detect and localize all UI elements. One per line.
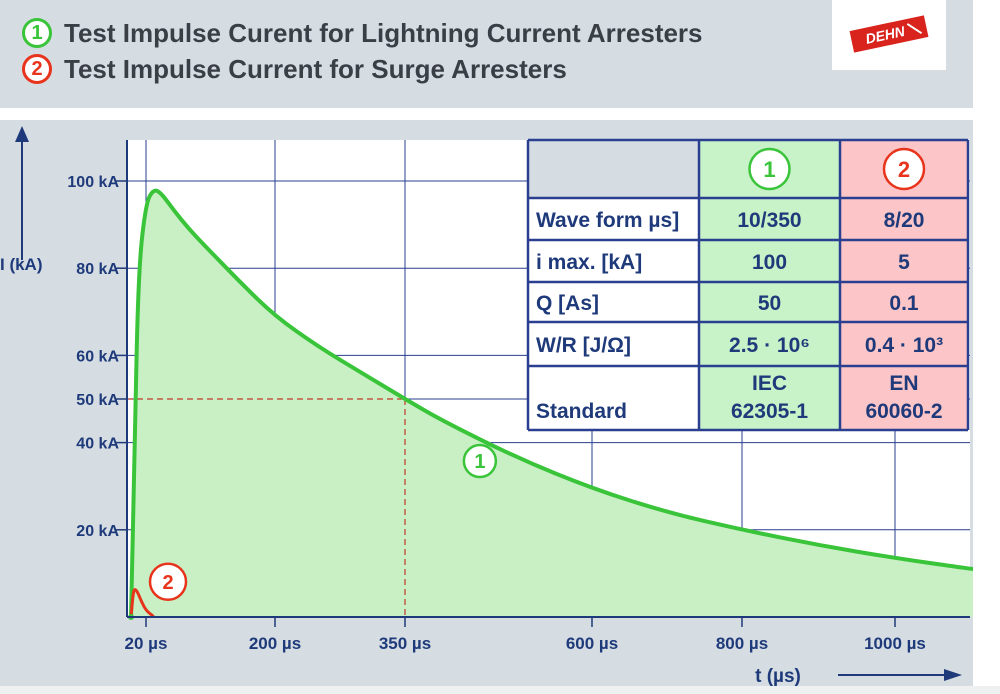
table-cell: 10/350 <box>737 209 801 232</box>
legend-item-1: 1 Test Impulse Curent for Lightning Curr… <box>22 16 703 50</box>
y-tick-label: 40 kA <box>76 436 119 453</box>
table-head-marker-1 <box>748 147 791 191</box>
legend-text-2: Test Impulse Current for Surge Arresters <box>64 53 567 84</box>
dehn-logo: DEHN <box>849 15 929 53</box>
chart: 20 kA 40 kA 50 kA 60 kA 80 kA 100 kA 20 µs 200 … <box>0 126 973 686</box>
table-row-label: W/R [J/Ω] <box>536 334 631 357</box>
series-1-marker-icon: 1 <box>22 18 52 48</box>
table-cell: 0.1 <box>889 292 919 315</box>
logo-stroke <box>906 23 923 35</box>
x-tick-label: 800 µs <box>716 634 768 653</box>
x-tick-label: 200 µs <box>249 634 301 653</box>
legend-text-1: Test Impulse Curent for Lightning Curren… <box>64 17 703 48</box>
table-head-marker-2 <box>882 147 926 191</box>
table-head-label-2: 2 <box>898 157 910 182</box>
header: 1 Test Impulse Curent for Lightning Curr… <box>0 0 973 108</box>
series-2-marker-icon: 2 <box>22 54 52 84</box>
x-tick-label: 20 µs <box>125 634 168 653</box>
logo-box: DEHN <box>832 0 946 70</box>
series-1-curve-marker <box>462 443 498 479</box>
y-tick-label: 60 kA <box>76 348 119 365</box>
bottom-strip <box>0 686 1000 694</box>
y-tick-label: 100 kA <box>67 174 119 191</box>
chart-panel: 20 kA 40 kA 50 kA 60 kA 80 kA 100 kA 20 µs 200 … <box>0 120 973 686</box>
series-2-curve-label: 2 <box>162 572 173 594</box>
table-cell: 50 <box>758 292 781 315</box>
y-arrow-head-icon <box>15 126 29 142</box>
table-row-label: i max. [kA] <box>536 251 642 274</box>
x-tick-label: 350 µs <box>379 634 431 653</box>
series-1-curve-label: 1 <box>474 451 485 473</box>
table-row-label: Standard <box>536 400 627 423</box>
y-tick-label: 50 kA <box>76 392 119 409</box>
series-1-line <box>129 188 973 619</box>
x-arrow-head-icon <box>944 669 962 681</box>
table-cell: 100 <box>752 251 787 274</box>
table-head-label-1: 1 <box>763 157 775 182</box>
table-cell: 2.5 · 10⁶ <box>729 334 810 357</box>
table-cell: 62305-1 <box>731 400 808 423</box>
table-cell: 8/20 <box>884 209 925 232</box>
table-row-label: Wave form µs] <box>536 209 679 232</box>
table-cell: IEC <box>752 372 787 395</box>
y-axis-title: I (kA) <box>0 255 43 274</box>
x-tick-label: 600 µs <box>566 634 618 653</box>
legend-item-2: 2 Test Impulse Current for Surge Arreste… <box>22 52 567 86</box>
table-cell: EN <box>889 372 918 395</box>
series-2-line <box>129 588 155 619</box>
x-axis-title: t (µs) <box>755 666 801 686</box>
y-tick-label: 20 kA <box>76 523 119 540</box>
table-head-empty <box>528 140 699 198</box>
series-1-area <box>131 190 973 617</box>
y-tick-label: 80 kA <box>76 261 119 278</box>
series-2-curve-marker <box>148 562 188 602</box>
table-cell: 5 <box>898 251 910 274</box>
x-tick-label: 1000 µs <box>864 634 926 653</box>
data-table: 1 2 Wave form µs] 10/350 8/20 i max. [kA] 100 5… <box>526 138 970 432</box>
table-cell: 60060-2 <box>865 400 942 423</box>
table-row-label: Q [As] <box>536 292 599 315</box>
table-cell: 0.4 · 10³ <box>865 334 943 357</box>
table-label-col-bg <box>528 198 699 430</box>
